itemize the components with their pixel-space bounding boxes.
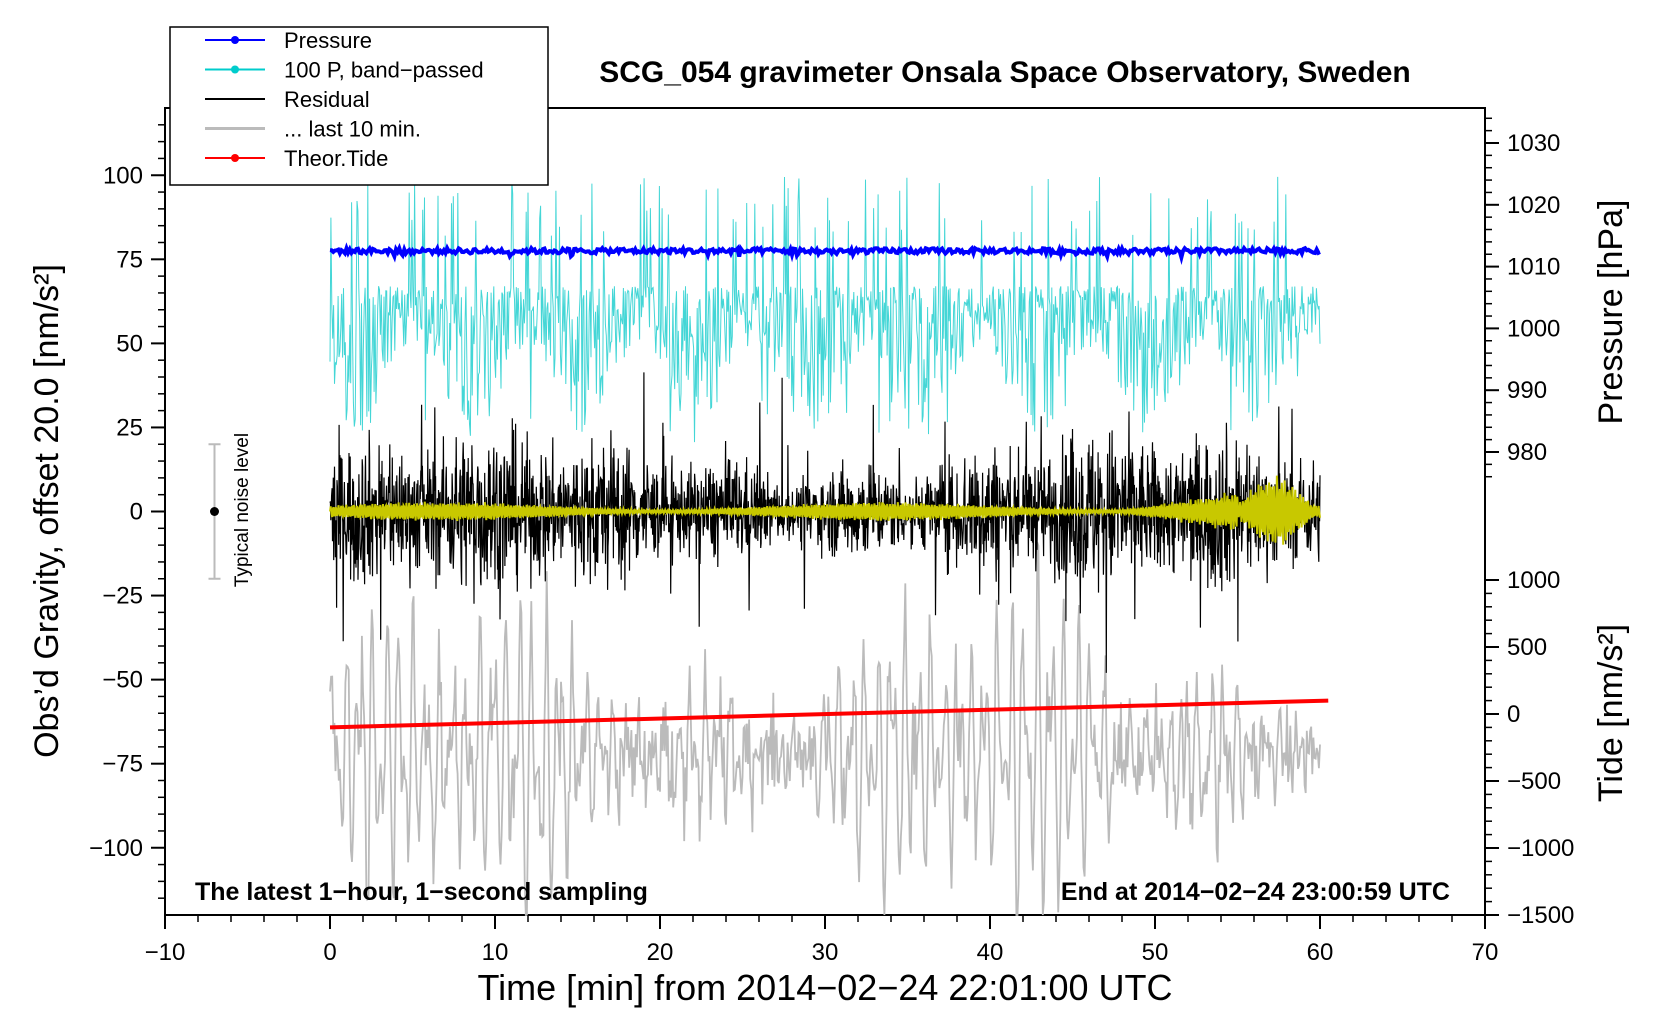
y-tick-label: 0 bbox=[130, 499, 143, 526]
series-theor-tide bbox=[329, 698, 1329, 730]
y-axis-label-pressure: Pressure [hPa] bbox=[1592, 200, 1630, 425]
legend-label: Theor.Tide bbox=[284, 146, 388, 171]
noise-level-label: Typical noise level bbox=[232, 433, 253, 587]
y-tick-label: −75 bbox=[102, 751, 143, 778]
x-axis: −10 0 10 20 30 40 50 60 70 bbox=[145, 915, 1499, 966]
x-tick-label: 30 bbox=[812, 939, 839, 966]
legend-label: ... last 10 min. bbox=[284, 117, 421, 142]
tide-tick-label: 1000 bbox=[1507, 567, 1560, 594]
legend-marker bbox=[231, 65, 239, 74]
x-axis-label: Time [min] from 2014−02−24 22:01:00 UTC bbox=[477, 967, 1172, 1008]
y-axis-pressure: 1030 1020 1010 1000 990 980 bbox=[1485, 117, 1560, 478]
pressure-tick-label: 1030 bbox=[1507, 130, 1560, 157]
pressure-tick-label: 980 bbox=[1507, 439, 1547, 466]
annotation-end-time: End at 2014−02−24 23:00:59 UTC bbox=[1061, 878, 1450, 906]
tide-tick-label: 0 bbox=[1507, 701, 1520, 728]
annotation-sampling: The latest 1−hour, 1−second sampling bbox=[195, 878, 648, 906]
series-residual-smoothed bbox=[329, 475, 1321, 545]
tide-tick-label: −1500 bbox=[1507, 902, 1574, 929]
y-tick-label: 50 bbox=[116, 330, 143, 357]
y-tick-label: 25 bbox=[116, 414, 143, 441]
chart-title: SCG_054 gravimeter Onsala Space Observat… bbox=[599, 56, 1411, 89]
legend: Pressure 100 P, band−passed Residual ... la… bbox=[169, 26, 549, 186]
legend-marker bbox=[231, 36, 239, 44]
x-tick-label: −10 bbox=[145, 939, 186, 966]
x-tick-label: 50 bbox=[1142, 939, 1169, 966]
series-pressure-band-passed bbox=[329, 176, 1321, 443]
y-tick-label: −100 bbox=[89, 835, 143, 862]
tide-tick-label: −500 bbox=[1507, 768, 1561, 795]
pressure-tick-label: 990 bbox=[1507, 377, 1547, 404]
legend-label: Pressure bbox=[284, 28, 372, 53]
tide-tick-label: 500 bbox=[1507, 634, 1547, 661]
x-tick-label: 40 bbox=[977, 939, 1004, 966]
y-tick-label: 100 bbox=[103, 162, 143, 189]
legend-label: 100 P, band−passed bbox=[284, 58, 484, 83]
pressure-tick-label: 1020 bbox=[1507, 192, 1560, 219]
x-tick-label: 0 bbox=[323, 939, 336, 966]
legend-label: Residual bbox=[284, 87, 370, 112]
series-last-10-min bbox=[329, 542, 1321, 916]
y-tick-label: −25 bbox=[102, 583, 143, 610]
tide-tick-label: −1000 bbox=[1507, 835, 1574, 862]
series-layer bbox=[329, 176, 1329, 916]
noise-center-dot bbox=[210, 507, 219, 516]
series-residual bbox=[329, 372, 1321, 673]
y-tick-label: 75 bbox=[116, 246, 143, 273]
pressure-tick-label: 1010 bbox=[1507, 254, 1560, 281]
y-tick-label: −50 bbox=[102, 667, 143, 694]
y-axis-left: 100 75 50 25 0 −25 −50 −75 −100 bbox=[89, 124, 165, 899]
legend-marker bbox=[231, 154, 239, 162]
x-tick-label: 70 bbox=[1472, 939, 1499, 966]
y-axis-label-tide: Tide [nm/s²] bbox=[1592, 624, 1630, 802]
series-pressure bbox=[329, 242, 1321, 265]
y-axis-label-left: Obs’d Gravity, offset 20.0 [nm/s²] bbox=[28, 264, 66, 758]
x-tick-label: 60 bbox=[1307, 939, 1334, 966]
y-axis-tide: 1000 500 0 −500 −1000 −1500 bbox=[1485, 567, 1574, 929]
pressure-tick-label: 1000 bbox=[1507, 315, 1560, 342]
noise-level-indicator bbox=[208, 443, 221, 580]
x-tick-label: 10 bbox=[482, 939, 509, 966]
x-tick-label: 20 bbox=[647, 939, 674, 966]
